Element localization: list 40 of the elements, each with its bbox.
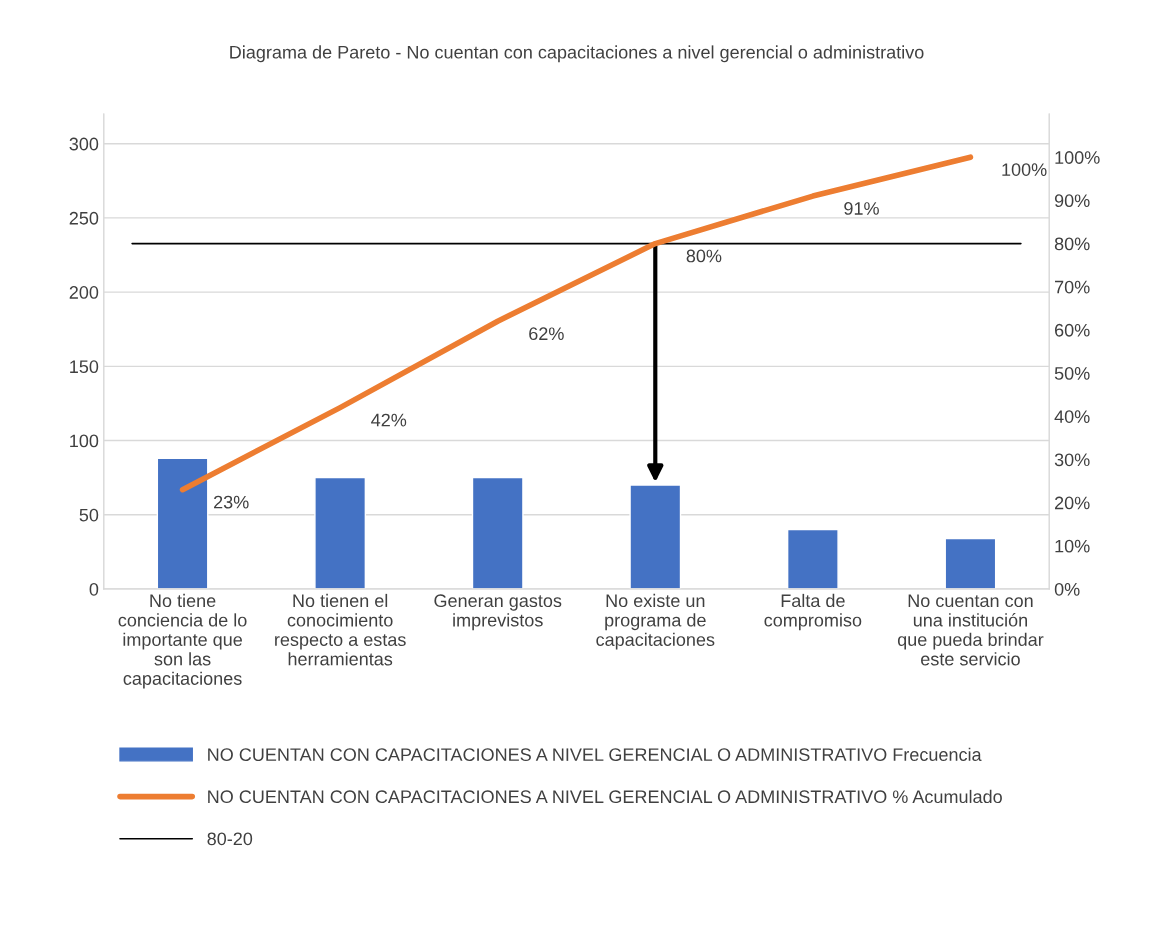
y-tick-label: 50 — [79, 508, 99, 522]
x-tick-label: No cuentan con una institución que pueda brindar este servicio — [897, 594, 1044, 666]
y2-tick-label: 20% — [1055, 496, 1090, 510]
bar — [629, 484, 682, 589]
y2-tick-label: 10% — [1055, 539, 1090, 553]
y2-tick-label: 0% — [1054, 582, 1080, 596]
bar — [471, 476, 524, 589]
bar — [156, 457, 209, 589]
y-tick-label: 0 — [89, 582, 99, 596]
x-tick-label: No tienen el conocimiento respecto a estas herramientas — [275, 593, 406, 666]
x-tick-label: No existe un programa de capacitaciones — [596, 593, 715, 650]
y-tick-label: 100 — [70, 434, 99, 448]
y2-tick-label: 40% — [1054, 410, 1090, 423]
y-tick-label: 150 — [70, 360, 99, 374]
y2-tick-label: 60% — [1055, 323, 1090, 337]
y2-tick-label: 100% — [1055, 151, 1100, 164]
y-tick-label: 300 — [69, 137, 99, 151]
bar — [786, 528, 839, 589]
legend-label: 80-20 — [207, 832, 253, 846]
y-tick-label: 250 — [69, 211, 99, 225]
data-label: 100% — [1002, 163, 1047, 176]
legend-label: NO CUENTAN CON CAPACITACIONES A NIVEL GERENCIAL O ADMINISTRATIVO % Acumulado — [208, 789, 1002, 804]
legend-label: NO CUENTAN CON CAPACITACIONES A NIVEL GERENCIAL O ADMINISTRATIVO Frecuencia — [208, 747, 982, 762]
data-label: 62% — [529, 327, 564, 341]
y2-tick-label: 50% — [1054, 367, 1090, 380]
x-tick-label: Generan gastos imprevistos — [434, 594, 562, 631]
x-tick-label: No tiene conciencia de lo importante que son las capacitaciones — [118, 593, 247, 689]
bar — [314, 476, 367, 589]
x-tick-label: Falta de compromiso — [764, 593, 862, 631]
data-label: 80% — [686, 249, 722, 263]
bar — [944, 537, 997, 589]
y-tick-label: 200 — [69, 286, 99, 299]
data-label: 91% — [844, 202, 879, 215]
y2-tick-label: 30% — [1054, 453, 1090, 467]
y2-tick-label: 80% — [1054, 237, 1090, 251]
y2-tick-label: 70% — [1055, 280, 1090, 294]
data-label: 42% — [371, 413, 407, 427]
y2-tick-label: 90% — [1054, 194, 1090, 208]
chart-title: Diagrama de Pareto - No cuentan con capacitaciones a nivel gerencial o administrativo — [230, 45, 924, 63]
data-label: 23% — [214, 495, 249, 509]
